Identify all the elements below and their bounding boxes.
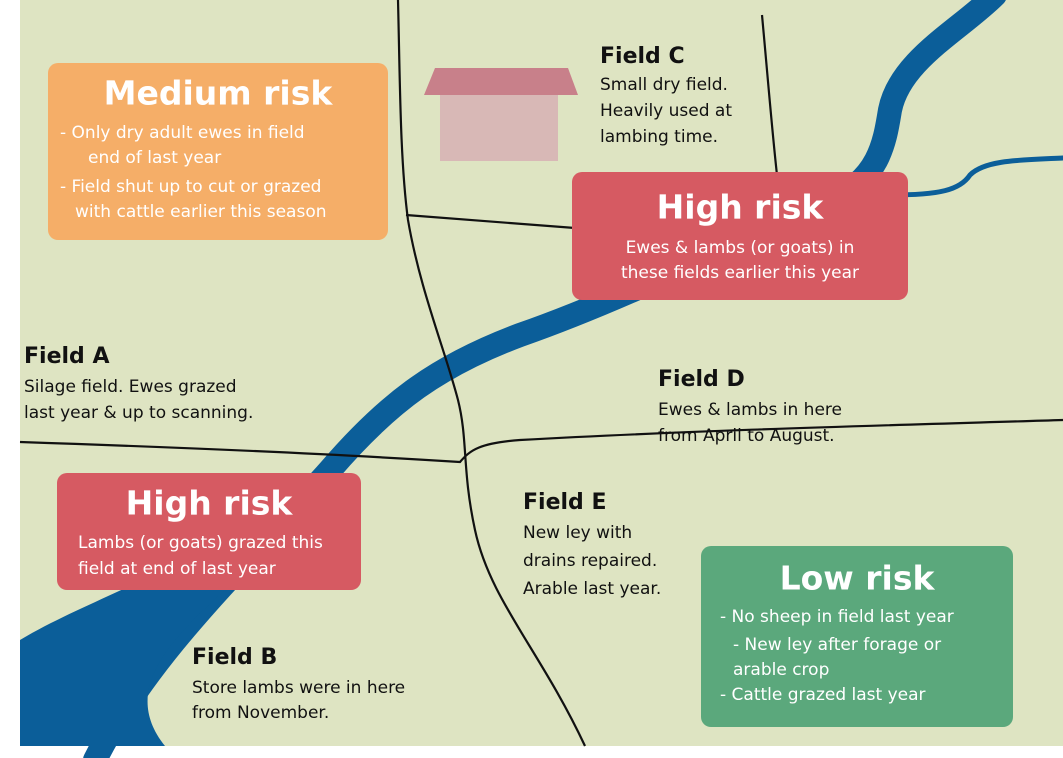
- house-roof: [424, 68, 578, 95]
- risk-line: - Cattle grazed last year: [720, 685, 926, 705]
- field-line: last year & up to scanning.: [24, 403, 253, 423]
- risk-box: [701, 546, 1013, 727]
- risk-line: with cattle earlier this season: [75, 202, 327, 222]
- field-name: Field C: [600, 44, 685, 69]
- risk-box: [48, 63, 388, 240]
- risk-box: [572, 172, 908, 300]
- road: [396, 0, 586, 747]
- field-line: Ewes & lambs in here: [658, 400, 842, 420]
- field-line: Small dry field.: [600, 75, 728, 95]
- road: [405, 213, 576, 230]
- risk-line: - Only dry adult ewes in field: [60, 123, 305, 143]
- risk-line: field at end of last year: [78, 559, 276, 579]
- field-line: from April to August.: [658, 426, 835, 446]
- field-name: Field A: [24, 344, 109, 369]
- road: [760, 14, 779, 176]
- risk-title: High risk: [657, 188, 825, 227]
- field-name: Field B: [192, 645, 277, 670]
- labels: Medium risk - Only dry adult ewes in fiel…: [24, 44, 1013, 727]
- field-name: Field E: [523, 490, 606, 515]
- risk-line: these fields earlier this year: [621, 263, 859, 283]
- field-line: from November.: [192, 703, 329, 723]
- river-branch: [887, 155, 1063, 198]
- risk-line: Lambs (or goats) grazed this: [78, 533, 323, 553]
- field-line: lambing time.: [600, 127, 718, 147]
- risk-line: - New ley after forage or: [733, 635, 941, 655]
- risk-line: end of last year: [88, 148, 221, 168]
- field-line: drains repaired.: [523, 551, 657, 571]
- risk-title: Medium risk: [104, 74, 334, 113]
- field-line: Arable last year.: [523, 579, 661, 599]
- field-line: New ley with: [523, 523, 632, 543]
- risk-line: Ewes & lambs (or goats) in: [626, 238, 855, 258]
- field-line: Silage field. Ewes grazed: [24, 377, 237, 397]
- risk-title: Low risk: [780, 559, 936, 598]
- field-line: Heavily used at: [600, 101, 732, 121]
- risk-line: arable crop: [733, 660, 829, 680]
- risk-line: - No sheep in field last year: [720, 607, 954, 627]
- house-body: [440, 95, 558, 161]
- risk-line: - Field shut up to cut or grazed: [60, 177, 321, 197]
- field-name: Field D: [658, 367, 745, 392]
- risk-box: [57, 473, 361, 590]
- risk-title: High risk: [126, 484, 294, 523]
- river-mouth: [20, 555, 225, 746]
- road: [19, 418, 1063, 464]
- field-line: Store lambs were in here: [192, 678, 405, 698]
